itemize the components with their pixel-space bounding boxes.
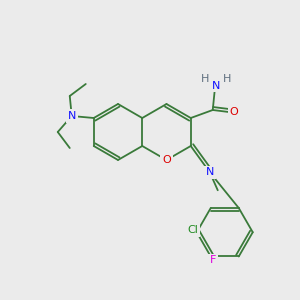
Text: N: N (206, 167, 214, 177)
Text: Cl: Cl (187, 225, 198, 235)
Text: O: O (162, 155, 171, 165)
Text: H: H (201, 74, 209, 84)
Text: F: F (210, 256, 216, 266)
Text: H: H (223, 74, 231, 84)
Text: N: N (68, 111, 76, 121)
Text: O: O (230, 107, 238, 117)
Text: N: N (212, 81, 220, 91)
